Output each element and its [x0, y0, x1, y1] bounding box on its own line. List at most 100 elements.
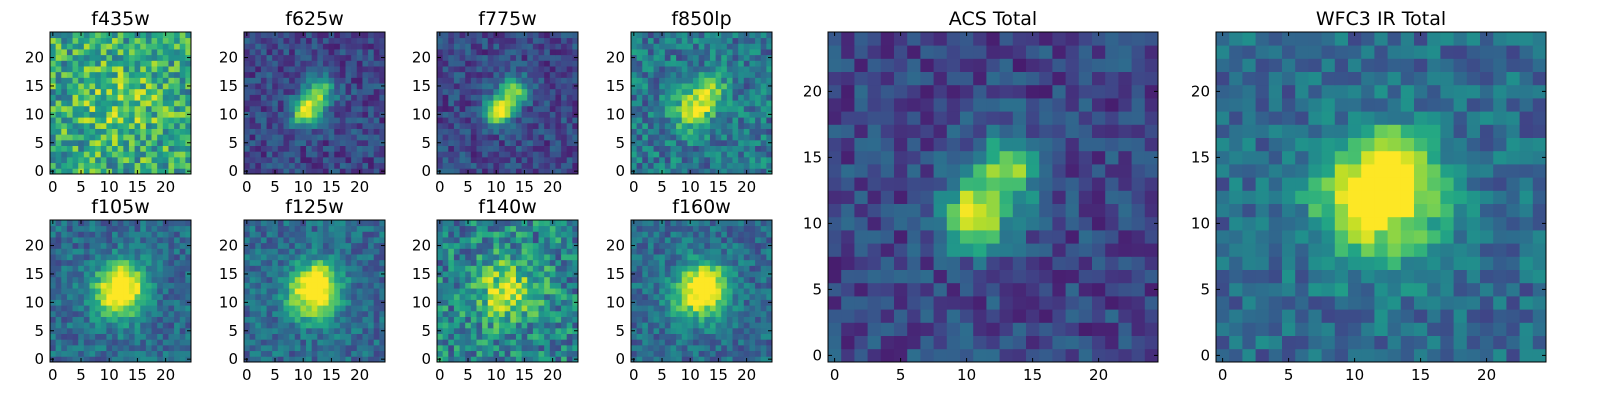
heatmap-cell [185, 225, 192, 232]
heatmap-cell [266, 225, 273, 232]
heatmap-cell [681, 139, 688, 146]
heatmap-cell [566, 94, 573, 101]
heatmap-cell [636, 316, 643, 323]
heatmap-cell [726, 339, 733, 346]
heatmap-cell [555, 100, 562, 107]
heatmap-cell [328, 350, 335, 357]
heatmap-cell [453, 327, 460, 334]
heatmap-cell [334, 111, 341, 118]
heatmap-cell [322, 310, 329, 317]
heatmap-cell [642, 310, 649, 317]
heatmap-cell [760, 162, 767, 169]
heatmap-cell [322, 60, 329, 67]
heatmap-cell [145, 71, 152, 78]
panel-title: f140w [478, 196, 537, 218]
heatmap-cell [174, 32, 181, 39]
heatmap-cell [72, 316, 79, 323]
heatmap-cell [66, 88, 73, 95]
heatmap-cell [306, 248, 313, 255]
heatmap-cell [749, 83, 756, 90]
heatmap-cell [249, 271, 256, 278]
heatmap-cell [470, 100, 477, 107]
heatmap-cell [244, 339, 251, 346]
heatmap-cell [521, 265, 528, 272]
heatmap-cell [306, 271, 313, 278]
heatmap-cell [442, 71, 449, 78]
heatmap-cell [532, 156, 539, 164]
heatmap-cell [362, 344, 369, 352]
heatmap-cell [117, 134, 124, 141]
heatmap-cell [300, 293, 307, 300]
heatmap-cell [373, 37, 380, 44]
heatmap-cell [260, 139, 267, 146]
heatmap-cell [504, 54, 511, 61]
heatmap-cell [527, 254, 534, 261]
heatmap-cell [544, 71, 551, 78]
heatmap-cell [470, 168, 477, 175]
heatmap-cell [322, 339, 329, 346]
heatmap-cell [78, 117, 85, 124]
heatmap-cell [362, 339, 369, 346]
heatmap-cell [442, 276, 449, 283]
heatmap-cell [448, 122, 455, 129]
heatmap-cell [128, 276, 135, 283]
heatmap-cell [306, 145, 313, 152]
heatmap-cell [145, 265, 152, 272]
heatmap-cell [117, 83, 124, 90]
heatmap-cell [721, 310, 728, 317]
heatmap-cell [755, 356, 762, 363]
heatmap-cell [704, 37, 711, 44]
heatmap-cell [538, 248, 545, 255]
y-tick-label: 0 [34, 350, 44, 368]
heatmap-cell [123, 162, 130, 169]
heatmap-cell [95, 344, 102, 352]
heatmap-cell [453, 32, 460, 39]
heatmap-cell [249, 37, 256, 44]
heatmap-cell [687, 156, 694, 164]
heatmap-cell [168, 282, 175, 289]
heatmap-cell [78, 327, 85, 334]
heatmap-cell [704, 139, 711, 146]
heatmap-cell [647, 299, 654, 306]
heatmap-cell [351, 305, 358, 312]
heatmap-cell [255, 100, 262, 107]
heatmap-cell [659, 151, 666, 158]
heatmap-cell [532, 259, 539, 266]
heatmap-cell [721, 83, 728, 90]
heatmap-cell [61, 111, 68, 118]
heatmap-cell [162, 333, 169, 340]
heatmap-cell [766, 316, 773, 323]
heatmap-cell [55, 242, 62, 249]
heatmap-cell [493, 288, 500, 295]
heatmap-cell [515, 265, 522, 272]
heatmap-cell [317, 32, 324, 39]
heatmap-cell [174, 60, 181, 67]
heatmap-cell [561, 105, 568, 112]
heatmap-cell [572, 339, 579, 346]
heatmap-cell [515, 37, 522, 44]
heatmap-cell [515, 282, 522, 289]
x-tick-label: 10 [294, 366, 313, 384]
heatmap-cell [510, 271, 517, 278]
heatmap-cell [289, 83, 296, 90]
heatmap-cell [493, 134, 500, 141]
heatmap-cell [510, 248, 517, 255]
heatmap-cell [572, 333, 579, 340]
heatmap-cell [726, 117, 733, 124]
heatmap-cell [555, 350, 562, 357]
heatmap-cell [437, 322, 444, 329]
heatmap-cell [470, 282, 477, 289]
heatmap-cell [128, 356, 135, 363]
heatmap-cell [78, 134, 85, 141]
heatmap-cell [487, 254, 494, 261]
heatmap-cell [185, 37, 192, 44]
heatmap-cell [306, 259, 313, 266]
heatmap-cell [260, 220, 267, 227]
heatmap-cell [693, 322, 700, 329]
heatmap-cell [134, 122, 141, 129]
heatmap-cell [704, 288, 711, 295]
heatmap-cell [300, 128, 307, 135]
heatmap-cell [339, 310, 346, 317]
heatmap-cell [249, 231, 256, 238]
